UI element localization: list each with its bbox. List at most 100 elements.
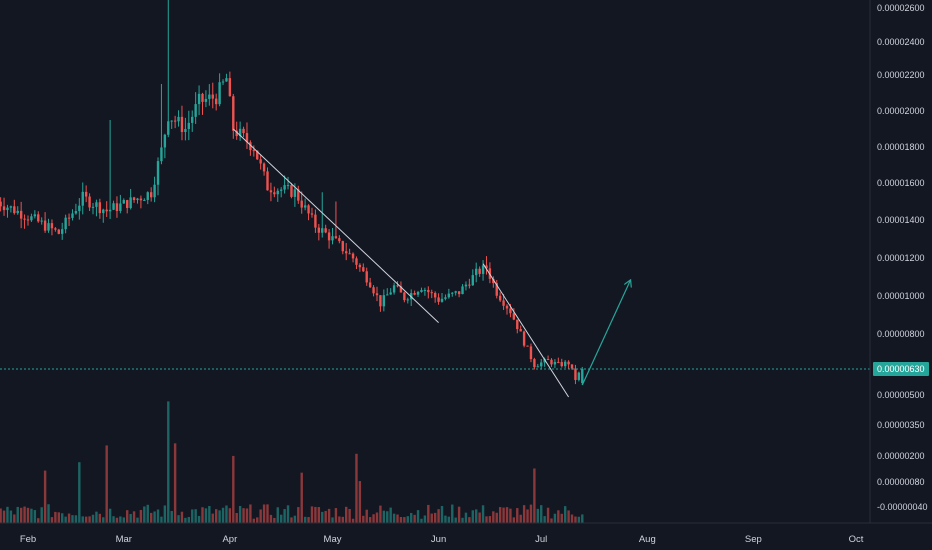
candle <box>95 199 98 217</box>
volume-bar <box>543 516 546 523</box>
volume-bar <box>475 509 478 523</box>
candle <box>300 191 303 214</box>
candle <box>577 371 581 382</box>
volume-bar <box>444 515 447 523</box>
volume-bar <box>293 515 297 523</box>
volume-bar <box>437 509 440 523</box>
trend-line[interactable] <box>232 128 439 323</box>
candle <box>464 281 468 291</box>
candle-body <box>54 228 57 230</box>
candle <box>102 208 105 223</box>
price-tick-label: 0.00000350 <box>877 420 925 430</box>
volume-bar <box>563 506 567 523</box>
candle-body <box>522 331 526 346</box>
candle <box>406 297 409 304</box>
candle-body <box>211 94 214 99</box>
candle <box>423 287 427 296</box>
candle <box>368 277 372 288</box>
volume-bar <box>471 510 474 523</box>
trend-line[interactable] <box>482 263 570 398</box>
volume-bar <box>40 507 43 523</box>
price-tick-label: -0.00000040 <box>877 502 928 512</box>
time-axis[interactable]: Feb Mar Apr May Jun Jul Aug Sep Oct <box>0 522 932 545</box>
volume-bar <box>67 513 71 523</box>
volume-bar <box>276 507 279 523</box>
volume-bar <box>526 509 529 523</box>
volume-bar <box>208 506 211 523</box>
candle-body <box>574 368 577 380</box>
candle <box>372 285 375 297</box>
candle-body <box>184 129 187 133</box>
candle <box>40 217 43 225</box>
candle <box>149 187 153 202</box>
candle-body <box>310 213 314 215</box>
candle <box>563 360 567 369</box>
volume-bar <box>61 513 64 523</box>
candle <box>108 120 112 219</box>
candle-body <box>221 81 225 83</box>
volume-bar <box>84 516 88 523</box>
candle-body <box>461 286 464 295</box>
candle-body <box>406 299 409 301</box>
volume-bar <box>13 514 16 523</box>
candle-body <box>420 289 423 292</box>
candle <box>122 198 125 204</box>
candle <box>286 176 290 190</box>
candle <box>84 185 88 203</box>
time-tick-label: Aug <box>639 534 656 545</box>
arrow-drawing[interactable] <box>581 281 630 386</box>
candle-body <box>389 292 392 295</box>
candle-body <box>403 292 406 301</box>
candle-body <box>232 96 235 131</box>
volume-bar <box>355 453 358 523</box>
candle-body <box>201 93 204 102</box>
candle <box>273 186 276 198</box>
candle-body <box>16 210 19 214</box>
price-axis[interactable]: 0.00002600 0.00002400 0.00002200 0.00002000… <box>869 0 928 523</box>
candle <box>177 110 180 127</box>
candle-body <box>536 366 539 368</box>
candle-body <box>2 206 6 211</box>
candle <box>136 197 139 204</box>
candle-body <box>334 236 338 239</box>
volume-bar <box>191 509 194 523</box>
candle <box>386 288 389 296</box>
drawings[interactable] <box>232 128 630 398</box>
candle-body <box>399 286 403 293</box>
candle-body <box>581 369 584 383</box>
volume-bar <box>194 509 197 523</box>
candle <box>2 197 6 216</box>
candle <box>420 287 423 293</box>
candle <box>348 248 351 255</box>
candle <box>81 182 84 215</box>
volume-bar <box>57 512 60 523</box>
candle-body <box>519 329 522 332</box>
volume-bar <box>238 505 242 523</box>
candle-body <box>386 294 389 296</box>
volume-bar <box>81 516 84 523</box>
candle-body <box>238 128 242 137</box>
candle-body <box>526 345 529 347</box>
volume-bar <box>324 510 327 523</box>
volume-bar <box>570 514 574 523</box>
time-tick-label: Mar <box>116 534 132 545</box>
candle <box>259 154 262 170</box>
candle <box>334 201 338 239</box>
candle-body <box>197 93 201 105</box>
candle <box>437 293 440 305</box>
candle <box>307 204 310 221</box>
price-tick-label: 0.00001800 <box>877 142 925 152</box>
volume-bar <box>577 516 581 523</box>
volume-bar <box>550 518 553 523</box>
candle <box>533 357 536 370</box>
candle-body <box>358 264 362 268</box>
candle-body <box>485 265 488 269</box>
candle <box>64 214 67 234</box>
volume-bar <box>454 517 457 523</box>
volume-bar <box>464 512 468 523</box>
candle <box>242 126 245 138</box>
time-tick-label: May <box>324 534 342 545</box>
volume-bar <box>560 513 563 523</box>
